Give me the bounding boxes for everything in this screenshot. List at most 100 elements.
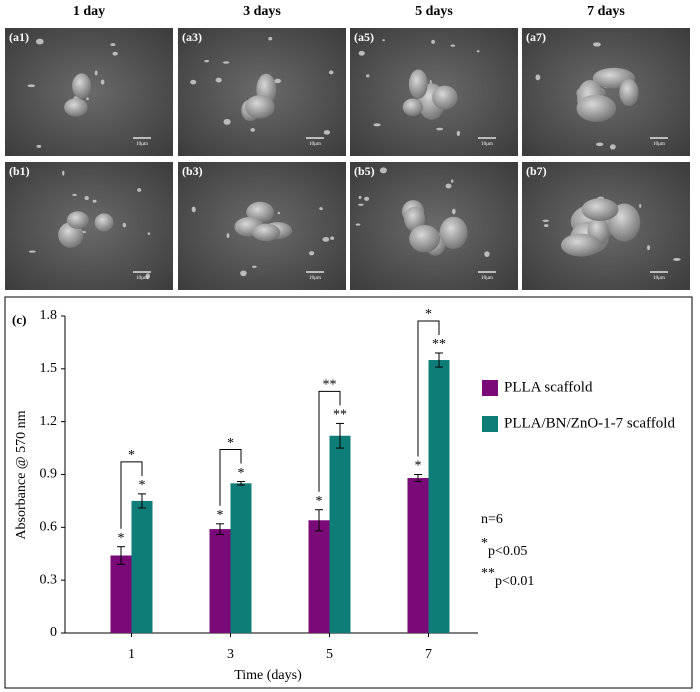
y-tick-label: 0.3: [40, 572, 58, 587]
bar: [131, 500, 153, 633]
sem-grid: 1 day 3 days 5 days 7 days (a1) 10µm (a3) 10µm (…: [5, 4, 690, 290]
debris: [673, 257, 681, 261]
debris: [204, 59, 210, 63]
debris: [544, 224, 549, 228]
y-tick-label: 0.6: [40, 520, 58, 535]
panel-label: (b3): [182, 164, 203, 178]
debris: [277, 211, 281, 215]
bar: [329, 435, 351, 633]
debris: [450, 179, 454, 183]
debris: [484, 251, 490, 257]
scale-bar-label: 10µm: [309, 276, 321, 281]
cell: [581, 198, 619, 221]
chart-frame: [4, 296, 693, 689]
bar: [209, 529, 231, 633]
debris: [646, 245, 651, 251]
x-tick-label: 1: [128, 647, 135, 662]
scale-bar-label: 10µm: [481, 142, 493, 147]
sem-image: [350, 162, 518, 290]
comparison-bracket: [120, 461, 143, 529]
bar: [308, 520, 330, 633]
cell: [439, 216, 468, 250]
debris: [62, 170, 65, 176]
debris: [596, 142, 604, 147]
bar: [230, 483, 252, 633]
debris: [72, 193, 77, 197]
debris: [639, 203, 642, 208]
debris: [222, 61, 230, 64]
bar: [428, 360, 450, 633]
panel-label: (b1): [9, 164, 30, 178]
legend-label: PLLA scaffold: [504, 379, 593, 395]
debris: [308, 251, 315, 256]
panel-label: (c): [12, 312, 26, 327]
error-bar: [336, 422, 344, 449]
error-bar: [414, 474, 422, 483]
debris: [145, 273, 150, 280]
comparison-bracket: [417, 320, 440, 457]
note: n=6: [481, 512, 503, 527]
note-superscript: *: [481, 536, 488, 551]
cell: [94, 213, 114, 232]
significance-mark: *: [217, 508, 224, 523]
x-tick-label: 3: [227, 647, 234, 662]
debris: [250, 128, 256, 132]
panel-label: (a7): [526, 30, 546, 44]
debris: [268, 36, 273, 41]
debris: [319, 207, 323, 211]
panel-label: (b5): [354, 164, 375, 178]
comparison-label: **: [323, 378, 337, 393]
panel-label: (a5): [354, 30, 374, 44]
error-bar: [117, 546, 125, 565]
error-bar: [435, 352, 443, 368]
panel-label: (b7): [526, 164, 547, 178]
note: *p<0.05: [481, 536, 527, 559]
comparison-label: *: [128, 448, 135, 463]
error-bar: [216, 523, 224, 535]
debris: [358, 203, 364, 206]
bar: [407, 478, 429, 633]
comparison-label: *: [227, 436, 234, 451]
scale-bar-label: 10µm: [136, 142, 148, 147]
cell: [64, 98, 88, 117]
debris: [191, 206, 196, 213]
cell: [246, 201, 274, 223]
y-tick-label: 1.5: [40, 361, 58, 376]
significance-mark: *: [238, 466, 245, 481]
legend-swatch: [482, 380, 498, 396]
significance-mark: **: [432, 337, 446, 352]
debris: [252, 265, 257, 268]
debris: [379, 167, 387, 174]
debris: [373, 123, 381, 127]
debris: [355, 223, 361, 226]
comparison-bracket: [219, 449, 242, 506]
scale-bar-label: 10µm: [309, 142, 321, 147]
scale-bar-label: 10µm: [653, 276, 665, 281]
comparison-label: *: [425, 307, 432, 322]
debris: [456, 130, 461, 137]
panel-label: (a1): [9, 30, 29, 44]
debris: [382, 39, 385, 42]
debris: [36, 144, 42, 148]
significance-mark: *: [139, 478, 146, 493]
debris: [593, 42, 601, 47]
significance-mark: **: [333, 408, 347, 423]
debris: [535, 74, 541, 81]
scale-bar-label: 10µm: [136, 276, 148, 281]
debris: [240, 270, 247, 277]
y-tick-label: 1.8: [40, 308, 58, 323]
debris: [215, 77, 222, 83]
debris: [84, 196, 89, 201]
cell: [402, 98, 424, 116]
error-bar: [138, 493, 146, 509]
debris: [112, 51, 118, 56]
debris: [122, 222, 127, 228]
error-bar: [315, 509, 323, 532]
cell: [66, 211, 89, 229]
cell: [560, 233, 602, 257]
debris: [92, 199, 97, 203]
note-text: p<0.05: [488, 544, 527, 559]
debris: [137, 188, 142, 192]
debris: [100, 79, 105, 85]
